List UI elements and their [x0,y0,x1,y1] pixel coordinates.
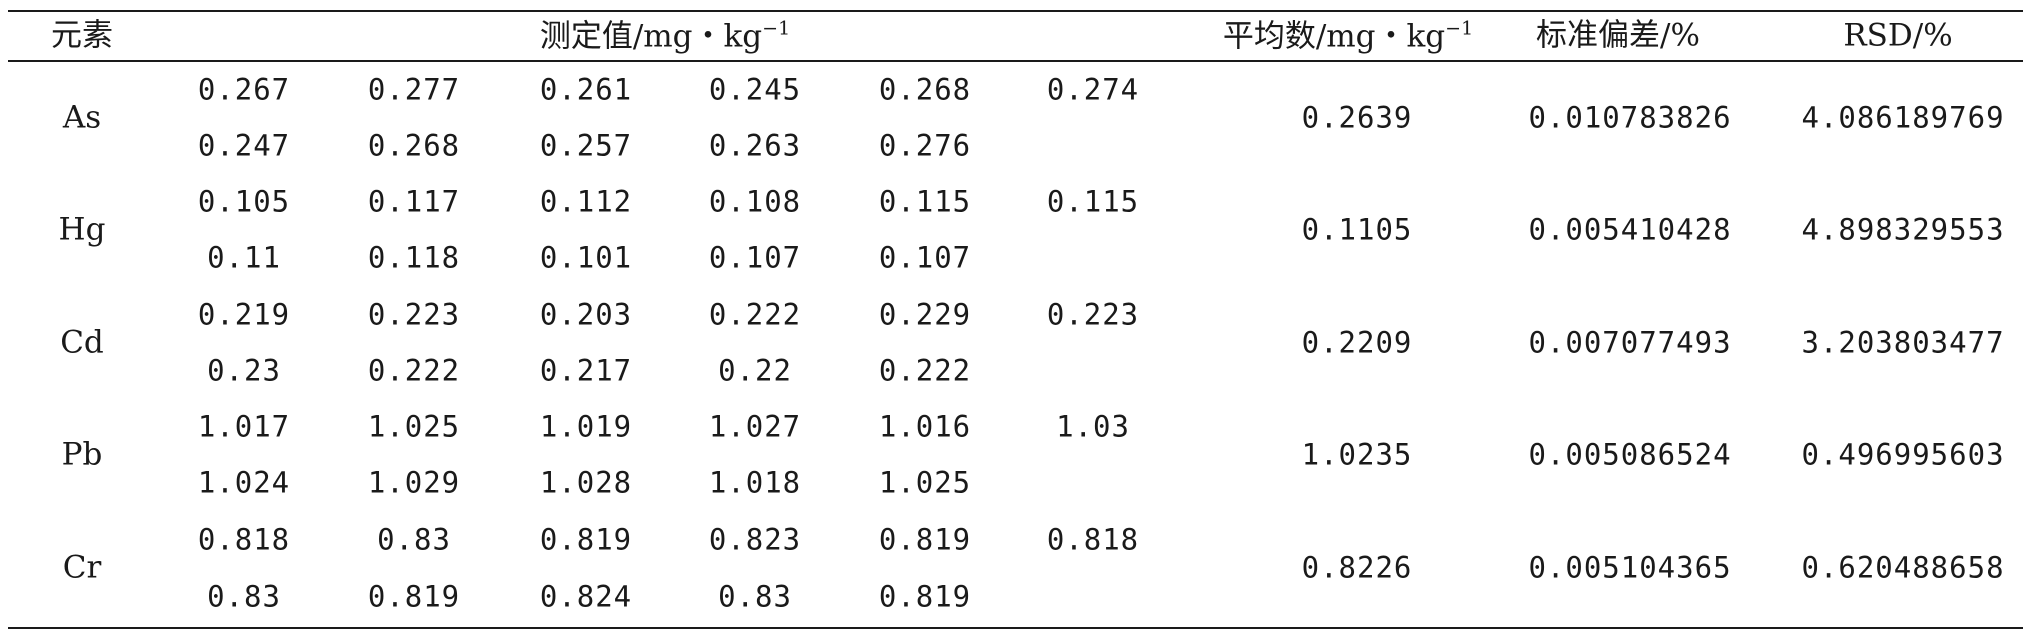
measured-value: 0.818 [1046,522,1140,557]
element-name: Cr [62,549,102,586]
measured-value: 0.107 [708,240,802,275]
table-header-rule [8,60,2023,62]
measured-value: 0.247 [197,128,291,163]
table-bottom-rule [8,627,2023,629]
measured-value: 0.117 [367,184,461,219]
measured-value: 0.819 [878,579,972,614]
mean-value: 1.0235 [1301,437,1413,472]
measured-value: 0.217 [539,353,633,388]
measured-value: 0.819 [367,579,461,614]
measured-value: 0.263 [708,128,802,163]
measured-value: 1.029 [367,465,461,500]
mean-value: 0.8226 [1301,550,1413,585]
measured-value: 0.222 [367,353,461,388]
header-measured: 测定值/mg・kg−1 [539,17,791,55]
measured-value: 0.112 [539,184,633,219]
measured-value: 0.223 [367,297,461,332]
measured-value: 0.277 [367,72,461,107]
rsd-value: 0.620488658 [1801,550,2005,585]
rsd-value: 4.898329553 [1801,212,2005,247]
header-std: 标准偏差/% [1536,17,1700,54]
measured-value: 0.276 [878,128,972,163]
element-name: Hg [58,211,106,248]
measured-value: 1.025 [367,409,461,444]
measured-value: 0.824 [539,579,633,614]
measured-value: 1.018 [708,465,802,500]
measured-value: 0.83 [718,579,792,614]
header-mean: 平均数/mg・kg−1 [1222,17,1474,55]
rsd-value: 3.203803477 [1801,325,2005,360]
measured-value: 1.024 [197,465,291,500]
measured-value: 0.261 [539,72,633,107]
std-value: 0.007077493 [1528,325,1732,360]
measured-value: 1.019 [539,409,633,444]
measured-value: 1.028 [539,465,633,500]
mean-value: 0.2209 [1301,325,1413,360]
measured-value: 0.268 [367,128,461,163]
table-top-rule [8,10,2023,12]
measured-value: 0.223 [1046,297,1140,332]
measured-value: 0.257 [539,128,633,163]
measured-value: 0.83 [207,579,281,614]
element-name: As [62,99,102,136]
measured-value: 0.219 [197,297,291,332]
measured-value: 0.267 [197,72,291,107]
measured-value: 1.016 [878,409,972,444]
measured-value: 0.108 [708,184,802,219]
std-value: 0.005104365 [1528,550,1732,585]
measured-value: 0.23 [207,353,281,388]
measured-value: 0.229 [878,297,972,332]
measured-value: 0.819 [539,522,633,557]
measured-value: 0.274 [1046,72,1140,107]
measured-value: 0.101 [539,240,633,275]
measured-value: 1.017 [197,409,291,444]
measured-value: 0.115 [878,184,972,219]
measured-value: 0.83 [377,522,451,557]
measured-value: 0.818 [197,522,291,557]
header-element: 元素 [51,17,113,54]
measured-value: 0.105 [197,184,291,219]
measured-value: 1.027 [708,409,802,444]
measured-value: 0.268 [878,72,972,107]
header-rsd: RSD/% [1843,17,1953,54]
std-value: 0.005086524 [1528,437,1732,472]
std-value: 0.005410428 [1528,212,1732,247]
mean-value: 0.1105 [1301,212,1413,247]
mean-value: 0.2639 [1301,100,1413,135]
measured-value: 0.203 [539,297,633,332]
measured-value: 0.107 [878,240,972,275]
rsd-value: 4.086189769 [1801,100,2005,135]
measured-value: 1.025 [878,465,972,500]
measured-value: 0.118 [367,240,461,275]
measured-value: 0.222 [708,297,802,332]
measured-value: 0.819 [878,522,972,557]
measured-value: 0.11 [207,240,281,275]
measured-value: 0.115 [1046,184,1140,219]
measured-value: 0.245 [708,72,802,107]
measured-value: 0.222 [878,353,972,388]
measured-value: 1.03 [1056,409,1130,444]
measured-value: 0.823 [708,522,802,557]
element-name: Pb [61,436,103,473]
std-value: 0.010783826 [1528,100,1732,135]
measured-value: 0.22 [718,353,792,388]
rsd-value: 0.496995603 [1801,437,2005,472]
element-name: Cd [60,324,104,361]
